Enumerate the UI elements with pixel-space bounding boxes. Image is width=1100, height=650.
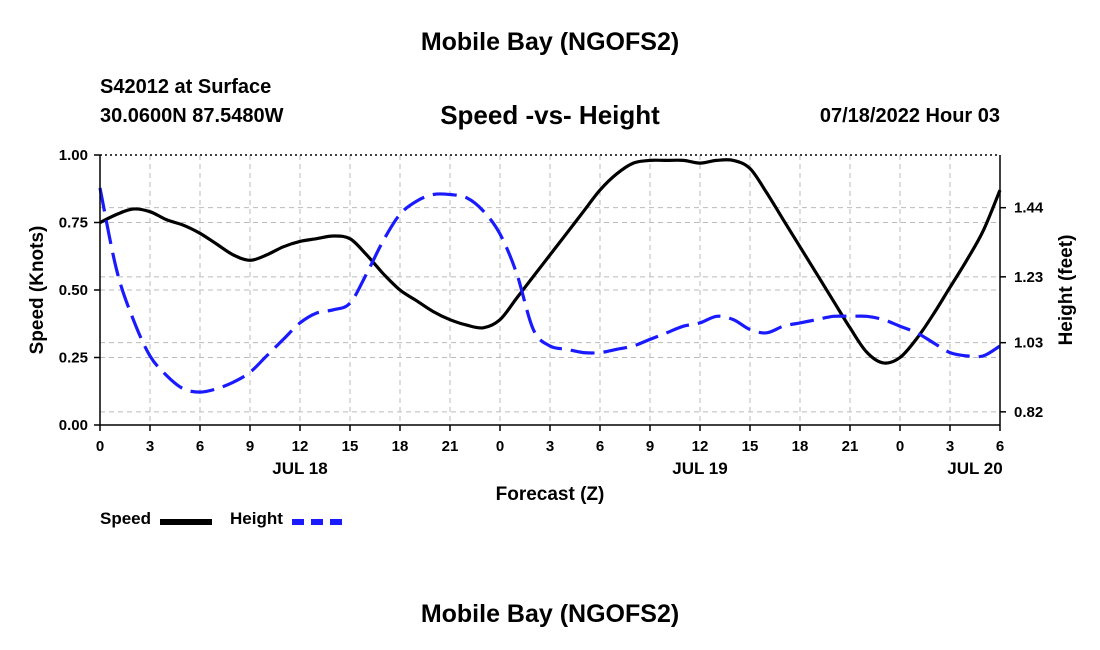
station-coordinates: 30.0600N 87.5480W [100, 105, 284, 127]
forecast-datetime: 07/18/2022 Hour 03 [819, 105, 1000, 127]
x-tick-label: 3 [146, 438, 154, 455]
x-tick-label: 15 [742, 438, 759, 455]
y2-axis-title: Height (feet) [1056, 235, 1077, 346]
x-tick-label: 12 [292, 438, 309, 455]
x-tick-label: 9 [246, 438, 254, 455]
legend-label-speed: Speed [100, 509, 152, 528]
x-tick-label: 0 [896, 438, 904, 455]
x-tick-label: 15 [342, 438, 359, 455]
x-tick-label: 18 [792, 438, 809, 455]
y-axis-title: Speed (Knots) [27, 226, 48, 355]
date-label: JUL 20 [947, 459, 1002, 478]
x-tick-label: 21 [442, 438, 459, 455]
legend-swatch-speed [160, 519, 212, 525]
y2-tick-label: 1.23 [1014, 269, 1043, 286]
station-label: S42012 at Surface [100, 76, 272, 98]
date-label: JUL 18 [272, 459, 327, 478]
y-tick-label: 0.00 [59, 417, 88, 434]
chart-title: Mobile Bay (NGOFS2) [420, 28, 680, 56]
y-tick-label: 0.25 [59, 350, 88, 367]
chart-subtitle: Speed -vs- Height [440, 100, 660, 130]
y-tick-label: 0.50 [59, 282, 88, 299]
series-line-speed [99, 158, 1002, 365]
x-tick-label: 3 [946, 438, 954, 455]
y2-tick-label: 1.44 [1014, 200, 1044, 217]
grid-lines [100, 155, 1000, 425]
chart-plot: 0 3 6 9 12 15 18 21 0 3 6 9 12 15 18 21 0 3 6 JUL 18 JUL 19 J… [27, 147, 1077, 505]
x-tick-label: 6 [996, 438, 1004, 455]
second-chart-title: Mobile Bay (NGOFS2) [420, 600, 680, 628]
date-label: JUL 19 [672, 459, 727, 478]
chart-axes [94, 154, 1006, 431]
legend-label-height: Height [230, 509, 283, 528]
x-tick-label: 0 [96, 438, 104, 455]
y2-tick-label: 1.03 [1014, 335, 1043, 352]
x-tick-label: 0 [496, 438, 504, 455]
x-tick-label: 12 [692, 438, 709, 455]
x-tick-label: 18 [392, 438, 409, 455]
x-tick-label: 6 [596, 438, 604, 455]
x-tick-label: 6 [196, 438, 204, 455]
x-axis-title: Forecast (Z) [496, 484, 605, 505]
y2-tick-label: 0.82 [1014, 404, 1043, 421]
legend-swatch-height [292, 519, 342, 525]
series-line-height [98, 187, 1001, 394]
x-tick-label: 9 [646, 438, 654, 455]
x-tick-label: 3 [546, 438, 554, 455]
y-tick-label: 0.75 [59, 215, 88, 232]
axis-tick-labels: 0 3 6 9 12 15 18 21 0 3 6 9 12 15 18 21 0 3 6 JUL 18 JUL 19 J… [27, 147, 1077, 505]
x-tick-label: 21 [842, 438, 859, 455]
series-lines [98, 158, 1002, 394]
y-tick-label: 1.00 [59, 147, 88, 164]
